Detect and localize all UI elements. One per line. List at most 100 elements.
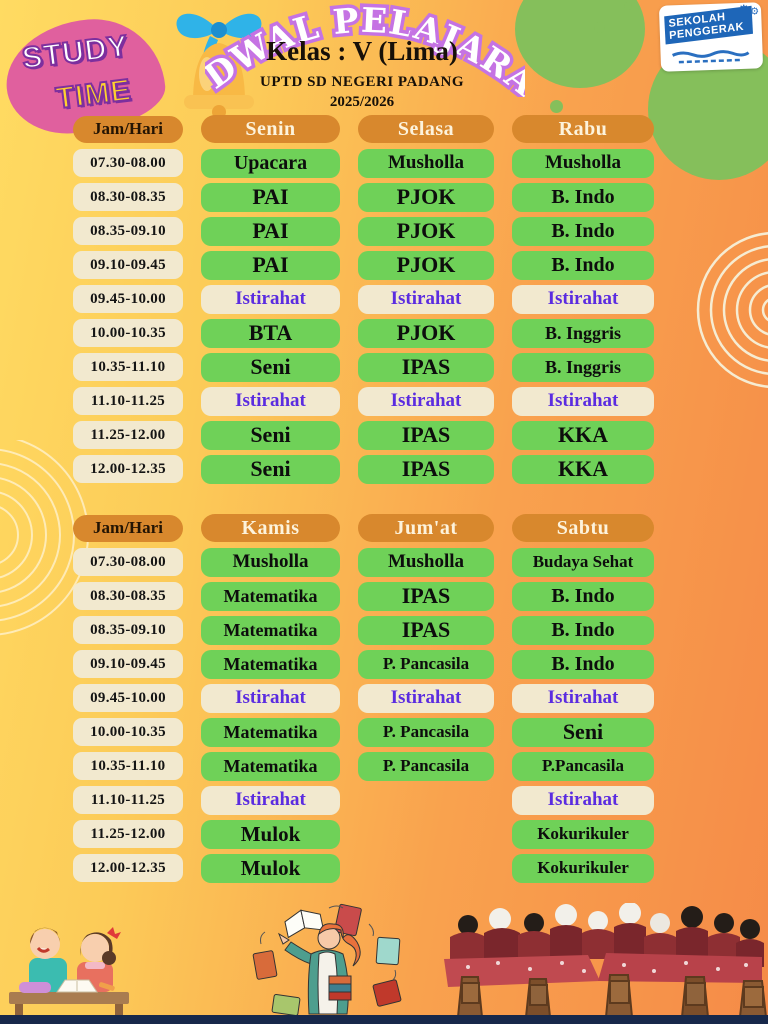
subject-cell: B. Indo bbox=[512, 250, 654, 280]
subject-cell: B. Inggris bbox=[512, 352, 654, 382]
time-slot: 08.35-09.10 bbox=[73, 217, 183, 245]
subject-cell: IPAS bbox=[358, 352, 494, 382]
break-cell: Istirahat bbox=[512, 785, 654, 815]
time-slot: 09.10-09.45 bbox=[73, 251, 183, 279]
subject-cell: B. Indo bbox=[512, 649, 654, 679]
bell-icon bbox=[176, 13, 262, 119]
subject-cell: KKA bbox=[512, 420, 654, 450]
time-slot: 07.30-08.00 bbox=[73, 548, 183, 576]
column-header-day-sabtu: Sabtu bbox=[512, 514, 654, 542]
subject-cell: PJOK bbox=[358, 182, 494, 212]
green-dot-decoration bbox=[624, 2, 632, 10]
subject-cell: BTA bbox=[201, 318, 340, 348]
column-header-day-selasa: Selasa bbox=[358, 115, 494, 143]
subject-cell: Musholla bbox=[512, 148, 654, 178]
subject-cell: Musholla bbox=[358, 547, 494, 577]
schedule-table-mon-wed: Jam/Hari Senin Selasa Rabu 07.30-08.00 Upacar… bbox=[73, 112, 654, 486]
column-header-time: Jam/Hari bbox=[73, 115, 183, 143]
rings-decoration bbox=[696, 232, 768, 388]
break-cell: Istirahat bbox=[201, 386, 340, 416]
chairs-foreground bbox=[457, 974, 767, 1017]
logo-banner: SEKOLAH PENGGERAK bbox=[664, 5, 753, 45]
time-slot: 08.30-08.35 bbox=[73, 582, 183, 610]
time-slot: 11.25-12.00 bbox=[73, 421, 183, 449]
time-slot: 08.30-08.35 bbox=[73, 183, 183, 211]
subject-cell: Seni bbox=[201, 454, 340, 484]
subject-cell: B. Indo bbox=[512, 615, 654, 645]
subject-cell: Upacara bbox=[201, 148, 340, 178]
column-header-time: Jam/Hari bbox=[73, 514, 183, 542]
time-slot: 11.10-11.25 bbox=[73, 786, 183, 814]
school-year: 2025/2026 bbox=[329, 94, 395, 110]
subject-cell: KKA bbox=[512, 454, 654, 484]
subject-cell: Matematika bbox=[201, 615, 340, 645]
time-slot: 08.35-09.10 bbox=[73, 616, 183, 644]
subject-cell: PAI bbox=[201, 216, 340, 246]
subject-cell: Matematika bbox=[201, 751, 340, 781]
subject-cell: Kokurikuler bbox=[512, 853, 654, 883]
break-cell: Istirahat bbox=[358, 386, 494, 416]
time-slot: 12.00-12.35 bbox=[73, 455, 183, 483]
classroom-photo bbox=[444, 903, 767, 1017]
break-cell: Istirahat bbox=[512, 284, 654, 314]
subject-cell: B. Indo bbox=[512, 581, 654, 611]
bottom-navy-bar bbox=[0, 1015, 768, 1024]
subject-cell: Kokurikuler bbox=[512, 819, 654, 849]
time-slot: 11.25-12.00 bbox=[73, 820, 183, 848]
school-name: UPTD SD NEGERI PADANG bbox=[260, 74, 464, 90]
logo-squiggle bbox=[672, 50, 750, 64]
green-dot-decoration bbox=[594, 22, 605, 33]
subject-cell: PJOK bbox=[358, 250, 494, 280]
time-slot: 10.00-10.35 bbox=[73, 319, 183, 347]
break-cell: Istirahat bbox=[358, 683, 494, 713]
subject-cell: IPAS bbox=[358, 581, 494, 611]
subject-cell: Seni bbox=[512, 717, 654, 747]
schedule-table-thu-sat: Jam/Hari Kamis Jum'at Sabtu 07.30-08.00 Musho… bbox=[73, 511, 654, 885]
class-subtitle: Kelas : V (Lima) bbox=[266, 36, 458, 66]
page-title-arc: JADWAL PELAJARAN bbox=[205, 2, 525, 97]
subject-cell: IPAS bbox=[358, 615, 494, 645]
subject-cell: IPAS bbox=[358, 454, 494, 484]
time-slot: 07.30-08.00 bbox=[73, 149, 183, 177]
break-cell: Istirahat bbox=[512, 683, 654, 713]
time-slot: 10.00-10.35 bbox=[73, 718, 183, 746]
time-slot: 12.00-12.35 bbox=[73, 854, 183, 882]
column-header-day-kamis: Kamis bbox=[201, 514, 340, 542]
subject-cell: P. Pancasila bbox=[358, 649, 494, 679]
time-slot: 10.35-11.10 bbox=[73, 353, 183, 381]
subject-cell: Seni bbox=[201, 420, 340, 450]
subject-cell: Matematika bbox=[201, 717, 340, 747]
subject-cell: Mulok bbox=[201, 853, 340, 883]
subject-cell: P. Pancasila bbox=[358, 751, 494, 781]
students-back-row bbox=[450, 903, 764, 967]
time-slot: 09.45-10.00 bbox=[73, 285, 183, 313]
green-dot-decoration bbox=[550, 100, 563, 113]
subject-cell: PJOK bbox=[358, 216, 494, 246]
subject-cell: Seni bbox=[201, 352, 340, 382]
subject-cell: Matematika bbox=[201, 581, 340, 611]
subject-cell: B. Inggris bbox=[512, 318, 654, 348]
subject-cell: PJOK bbox=[358, 318, 494, 348]
subject-cell: P. Pancasila bbox=[358, 717, 494, 747]
subject-cell: PAI bbox=[201, 182, 340, 212]
break-cell: Istirahat bbox=[512, 386, 654, 416]
subject-cell: B. Indo bbox=[512, 216, 654, 246]
break-cell: Istirahat bbox=[201, 683, 340, 713]
column-header-day-rabu: Rabu bbox=[512, 115, 654, 143]
sekolah-penggerak-logo: ⚙⚙ SEKOLAH PENGGERAK bbox=[658, 2, 764, 72]
break-cell: Istirahat bbox=[358, 284, 494, 314]
break-cell: Istirahat bbox=[201, 284, 340, 314]
time-slot: 10.35-11.10 bbox=[73, 752, 183, 780]
subject-cell: P.Pancasila bbox=[512, 751, 654, 781]
subject-cell: Musholla bbox=[201, 547, 340, 577]
subject-cell: PAI bbox=[201, 250, 340, 280]
time-slot: 11.10-11.25 bbox=[73, 387, 183, 415]
teacher-books-illustration bbox=[252, 903, 402, 1016]
subject-cell: B. Indo bbox=[512, 182, 654, 212]
subject-cell: Musholla bbox=[358, 148, 494, 178]
tables-with-cloth bbox=[444, 953, 762, 987]
subject-cell: Matematika bbox=[201, 649, 340, 679]
column-header-day-senin: Senin bbox=[201, 115, 340, 143]
subject-cell: Budaya Sehat bbox=[512, 547, 654, 577]
